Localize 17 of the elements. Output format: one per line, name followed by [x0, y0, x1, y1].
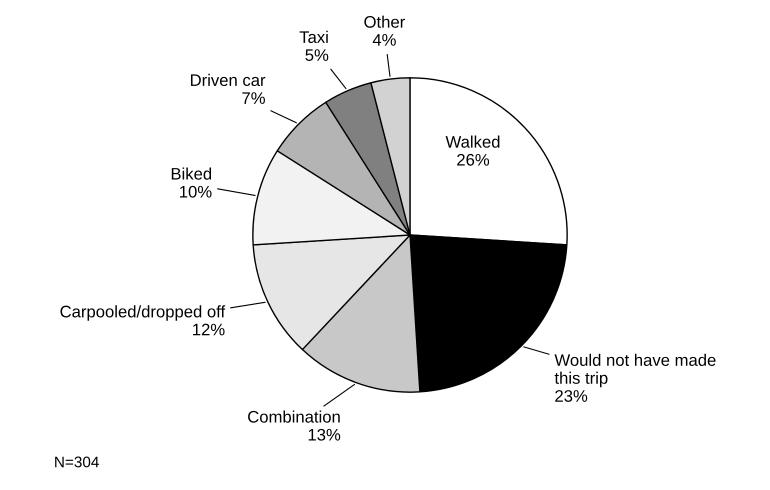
data-label: 10%	[180, 186, 212, 198]
data-label: 26%	[457, 154, 490, 166]
slice-label: Taxi	[300, 30, 328, 44]
data-label: 4%	[372, 34, 396, 46]
slice-label: Other	[364, 16, 405, 28]
data-label: 13%	[308, 428, 340, 441]
slice-label: Driven car	[190, 74, 266, 86]
data-label: 7%	[242, 92, 265, 104]
slice-label: Walked	[446, 136, 500, 148]
data-label: 23%	[555, 390, 588, 402]
slice-label: Carpooled/dropped off	[60, 305, 226, 321]
slice-label: Would not have made this trip	[554, 354, 716, 388]
text: N=304	[55, 456, 99, 468]
data-label: 12%	[193, 324, 225, 336]
data-label: 5%	[305, 49, 328, 61]
slice-label: Combination	[248, 410, 340, 423]
slice-label: Biked	[172, 167, 212, 180]
